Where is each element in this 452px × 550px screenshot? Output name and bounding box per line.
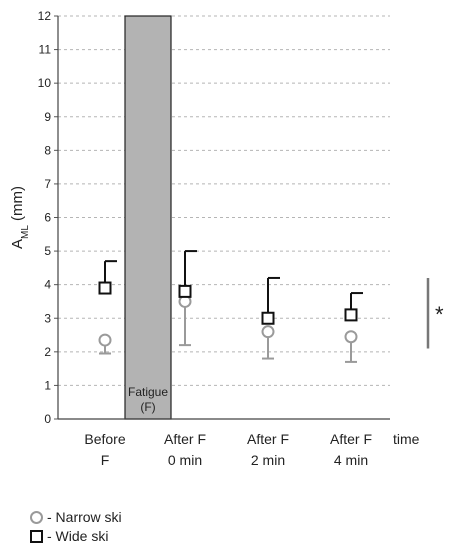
x-category-label-0: Before (84, 431, 125, 447)
grid-lines (58, 15, 390, 386)
y-tick-label-0: 0 (44, 412, 51, 426)
x-category-label-3: After F (330, 431, 372, 447)
narrow-point-0 (98, 333, 112, 347)
fatigue-label: Fatigue (128, 385, 168, 399)
y-axis-label-subscript: ML (20, 225, 31, 239)
wide-point-0 (98, 281, 112, 295)
x-category-label-2: After F (247, 431, 289, 447)
y-tick-label-1: 1 (44, 378, 51, 392)
y-tick-label-11: 11 (39, 43, 52, 57)
x-category-label-1: After F (164, 431, 206, 447)
x-category-sublabel-1: 0 min (168, 452, 202, 468)
y-tick-label-2: 2 (44, 345, 51, 359)
wide-point-2 (261, 311, 275, 325)
y-axis-label-unit: (mm) (9, 186, 26, 225)
wide-point-1 (178, 284, 192, 298)
x-category-sublabel-0: F (101, 452, 110, 468)
square-marker-icon (30, 529, 43, 543)
x-axis-label: time (393, 431, 420, 447)
y-axis-label-main: A (9, 239, 26, 249)
legend-item-wide-ski: - Wide ski (30, 528, 108, 544)
data-marks (98, 250, 363, 363)
x-category-sublabel-2: 2 min (251, 452, 285, 468)
y-axis-label: AML (mm) (9, 186, 31, 249)
wide-point-3 (344, 308, 358, 322)
y-tick-label-8: 8 (44, 143, 51, 157)
narrow-point-3 (344, 330, 358, 344)
significance-marker: * (426, 277, 444, 349)
narrow-point-2 (261, 325, 275, 339)
circle-marker-icon (30, 510, 43, 524)
y-tick-label-10: 10 (38, 76, 52, 90)
fatigue-band-rect (124, 15, 172, 420)
y-tick-label-5: 5 (44, 244, 51, 258)
y-tick-label-7: 7 (44, 177, 51, 191)
x-category-sublabel-3: 4 min (334, 452, 368, 468)
y-tick-label-3: 3 (44, 311, 51, 325)
fatigue-band: Fatigue (F) (124, 15, 172, 420)
y-tick-label-9: 9 (44, 110, 51, 124)
x-axis-categories: Before F After F 0 min After F 2 min After F 4 … (84, 431, 372, 468)
legend-label-wide-ski: - Wide ski (47, 528, 109, 544)
y-tick-label-12: 12 (38, 9, 52, 23)
y-tick-label-4: 4 (44, 278, 51, 292)
legend-label-narrow-ski: - Narrow ski (47, 509, 122, 525)
y-tick-label-6: 6 (44, 211, 51, 225)
fatigue-label-abbr: (F) (140, 400, 155, 414)
legend-item-narrow-ski: - Narrow ski (30, 509, 122, 525)
significance-star: * (435, 302, 444, 327)
axes (57, 16, 390, 420)
